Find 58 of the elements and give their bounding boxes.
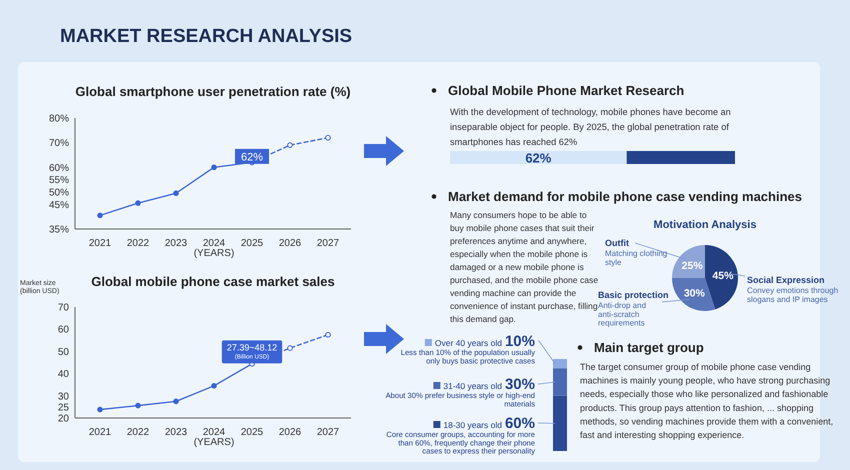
data-label: 10% — [504, 333, 535, 350]
x-axis-title: (YEARS) — [194, 437, 234, 448]
y-tick-label: 70% — [48, 138, 70, 150]
x-tick-label: 2026 — [278, 238, 302, 249]
y-tick-label: 70 — [58, 302, 70, 314]
x-axis-title: (YEARS) — [194, 248, 234, 259]
data-label: 45% — [712, 270, 734, 282]
text: Main target group — [594, 340, 704, 355]
text: Matching clothing style — [605, 249, 668, 267]
x-tick-label: 2027 — [316, 238, 340, 249]
x-tick-label: 2022 — [126, 238, 150, 249]
text: MARKET RESEARCH ANALYSIS — [60, 26, 352, 47]
data-label: 62% — [525, 150, 552, 166]
x-tick-label: 2022 — [126, 427, 150, 438]
y-tick-label: 50 — [58, 346, 70, 358]
chart-title: Global mobile phone case market sales — [91, 274, 335, 289]
y-tick-label: 20 — [58, 414, 70, 424]
chart-title: Global Mobile Phone Market Research — [448, 83, 684, 98]
slice-label: Basic protection — [598, 290, 669, 300]
y-tick-label: 50% — [48, 188, 70, 198]
y-tick-label: 30 — [58, 391, 70, 402]
x-tick-label: 2023 — [164, 238, 188, 249]
text: With the development of technology, mobile phones have become an inseparable object for people. By 2025, the global penetration rate of smartphones has reached 62% — [450, 107, 731, 147]
y-tick-label: 45% — [48, 200, 70, 211]
text: Convey emotions through slogans and IP images — [747, 286, 838, 304]
y-tick-label: 25 — [58, 402, 70, 414]
slice-label: Outfit — [605, 238, 629, 248]
text: The target consumer group of mobile phone case vending machines is mainly young people, who have strong purchasing needs, especially those who like personalized and fashionable products. This group pays attention to fashion, ... shopping methods, so vending machines provide them with a convenient, fast and interesting shopping experience. — [580, 362, 834, 440]
data-label: 30% — [504, 376, 535, 393]
data-label: 30% — [684, 288, 706, 300]
y-tick-label: 40 — [58, 369, 70, 380]
annotation: 27.39~48.12 — [226, 342, 278, 352]
legend-label: Over 40 years old — [434, 338, 502, 348]
data-label: 25% — [682, 260, 704, 272]
data-label: 62% — [240, 151, 264, 164]
x-tick-label: 2025 — [240, 427, 264, 438]
text: Anti-drop and anti-scratch requirements — [598, 301, 646, 328]
x-tick-label: 2027 — [316, 427, 340, 438]
y-tick-label: 35% — [48, 224, 70, 236]
x-tick-label: 2026 — [278, 427, 302, 438]
x-tick-label: 2025 — [240, 238, 264, 249]
x-tick-label: 2024 — [202, 238, 226, 249]
slice-label: Social Expression — [747, 275, 825, 285]
legend-label: 31-40 years old — [443, 381, 502, 391]
text: Many consumers hope to be able to buy mobile phone cases that suit their preferences anytime and anywhere, especially when the mobile phone is damaged or a new mobile phone is purchased, and the mobile phone case vending machine can provide the convenience of instant purchase, filling this demand gap. — [450, 210, 598, 324]
data-label: 60% — [504, 415, 535, 432]
chart-title: Motivation Analysis — [654, 219, 756, 231]
x-tick-label: 2021 — [88, 427, 112, 438]
text: Market demand for mobile phone case vending machines — [448, 189, 802, 204]
y-tick-label: 80% — [48, 114, 70, 124]
chart-title: Global smartphone user penetration rate (%) — [75, 84, 351, 99]
y-tick-label: 60 — [58, 324, 70, 336]
x-tick-label: 2023 — [164, 427, 188, 438]
y-tick-label: 60% — [48, 162, 70, 174]
legend-label: 18-30 years old — [443, 420, 502, 430]
x-tick-label: 2021 — [88, 238, 112, 249]
x-tick-label: 2024 — [202, 427, 226, 438]
y-tick-label: 55% — [48, 175, 70, 186]
